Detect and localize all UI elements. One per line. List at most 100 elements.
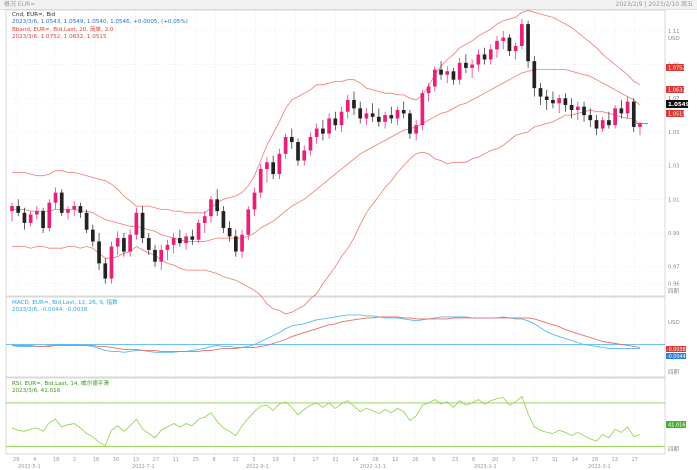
candle [289,128,294,149]
candle [227,221,232,242]
bb-lower-line [12,109,641,315]
candle [520,19,524,50]
candle [482,47,487,65]
candle [97,233,101,271]
candle [569,98,574,119]
candle [265,157,269,183]
date-tick-label: 14 [572,457,578,463]
rsi-legend-line1: RSI, EUR=, Bid,Last, 14, 威尔德平滑 [12,381,109,387]
candle [495,35,499,58]
candle [513,42,518,60]
date-tick-label: 8 [213,457,216,463]
candle [165,239,170,260]
candle [240,229,244,259]
candle [333,111,338,131]
candle [625,96,630,119]
candle [47,199,52,232]
svg-text:1.0752: 1.0752 [668,66,686,72]
date-tick-label: 25 [193,457,199,463]
price-tick-label: 1.03 [668,164,680,170]
candle [457,57,462,85]
candle [246,206,251,240]
bband-values-line: 2023/3/6, 1.0752, 1.0632, 1.0515 [12,34,107,40]
candle [327,113,331,139]
candle [364,108,369,126]
main-legend-line1: Cnd, EUR=, Bid 2023/3/6, 1.0543, 1.0549,… [12,12,188,27]
candle [115,231,120,255]
svg-text:1.0515: 1.0515 [668,112,686,118]
candle [470,59,474,79]
candle [501,30,506,50]
candle [10,202,14,222]
price-tick-label: 0.97 [668,265,680,271]
candle [153,244,157,267]
candle [277,148,282,180]
candle [370,103,375,122]
candle [377,108,381,127]
candle [551,91,555,109]
date-tick-label: 18 [53,457,59,463]
candle [184,233,188,250]
candle [582,101,586,122]
candle [544,89,549,111]
date-tick-label: 29 [13,457,19,463]
mid-band-tag: 1.0632 [666,86,686,94]
candle [345,94,350,119]
main-corner-label: 四期 [668,288,680,295]
candle [283,133,288,159]
month-tick-label: 2023-1-1 [474,464,497,470]
date-tick-label: 26 [412,457,418,463]
date-tick-label: 28 [372,457,378,463]
svg-text:-0.0038: -0.0038 [667,347,686,353]
svg-text:41.016: 41.016 [668,423,686,429]
candle [389,106,394,124]
rsi-corner-label: 四期 [668,446,680,453]
macd-signal-tag: -0.0038 [666,346,686,353]
candle [178,229,182,247]
candle [532,56,537,97]
candle [159,244,164,271]
candle [445,66,450,84]
candle [631,98,636,132]
candle [395,106,400,126]
candle [352,91,356,116]
candle [171,233,176,254]
candle [271,155,275,180]
candle [439,61,443,80]
date-tick-label: 27 [632,457,638,463]
candle [314,123,319,144]
window-timestamp: 2023/2/9 | 2023/2/10 周五 [615,1,693,8]
candle [190,229,195,245]
candle [588,108,593,127]
candle [488,44,493,65]
candle [35,206,39,220]
rsi-line [11,395,641,447]
candle [432,66,437,92]
macd-signal-line [12,316,641,352]
candle [66,206,70,220]
date-tick-label: 17 [532,457,538,463]
svg-text:1.0632: 1.0632 [668,88,686,94]
candle [507,34,512,57]
candle [414,120,419,141]
date-tick-label: 28 [592,457,598,463]
date-tick-label: 19 [272,457,278,463]
candle [451,67,456,85]
date-tick-label: 27 [153,457,159,463]
date-tick-label: 6 [472,457,475,463]
month-tick-label: 2022-9-1 [246,464,269,470]
price-tick-label: 0.99 [668,231,680,237]
candle [426,83,431,102]
macd-line [11,314,640,353]
candle [258,163,263,198]
candle [140,206,145,244]
ohlc-values: 2023/3/6, 1.0543, 1.0549, 1.0540, 1.0546… [12,19,132,26]
change-value: +0.0005, (+0.05%) [133,19,188,26]
candle [128,229,132,257]
date-tick-label: 3 [512,457,515,463]
candle [146,233,151,255]
candle [607,111,611,129]
date-tick-label: 14 [352,457,358,463]
